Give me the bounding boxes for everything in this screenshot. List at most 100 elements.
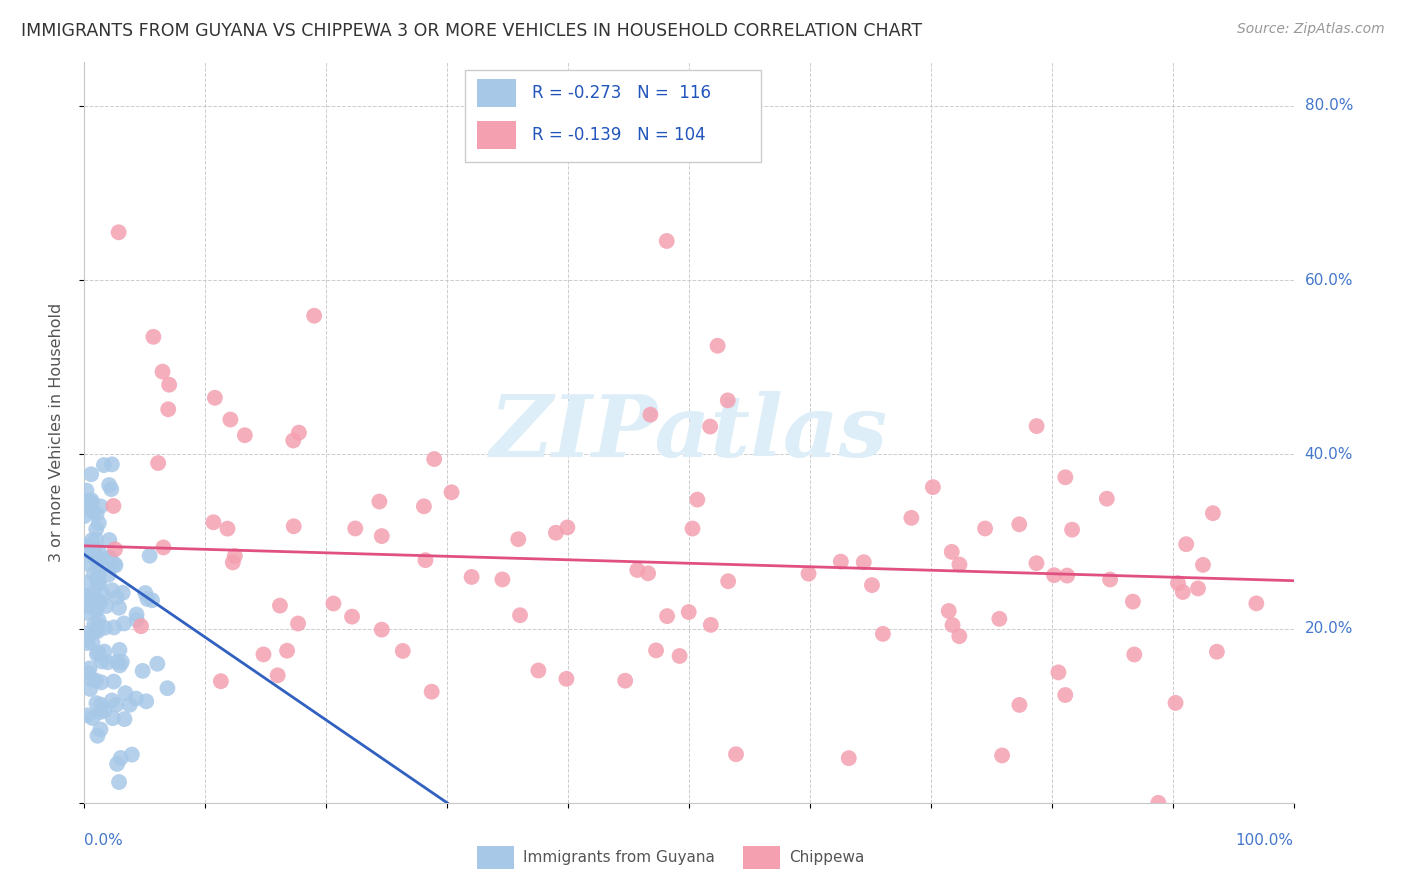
Point bbox=[101, 583, 124, 598]
Point bbox=[1025, 419, 1047, 434]
Point bbox=[1167, 576, 1189, 591]
Point bbox=[491, 573, 513, 587]
Point bbox=[219, 412, 242, 426]
Point bbox=[83, 549, 105, 564]
Point bbox=[114, 686, 136, 700]
Point bbox=[830, 555, 852, 569]
Point bbox=[89, 552, 111, 566]
Point bbox=[75, 606, 97, 620]
Point bbox=[76, 626, 98, 640]
Point bbox=[105, 756, 128, 771]
Point bbox=[509, 608, 531, 623]
Point bbox=[84, 533, 107, 547]
Text: 100.0%: 100.0% bbox=[1236, 833, 1294, 848]
Point bbox=[89, 723, 111, 737]
Point bbox=[872, 627, 894, 641]
Point bbox=[104, 542, 127, 557]
Point bbox=[440, 485, 463, 500]
Point bbox=[557, 520, 579, 534]
Point bbox=[90, 698, 112, 712]
FancyBboxPatch shape bbox=[478, 121, 516, 150]
Point bbox=[202, 516, 225, 530]
Point bbox=[84, 522, 107, 536]
Point bbox=[157, 402, 180, 417]
Point bbox=[112, 616, 135, 631]
Point bbox=[706, 339, 728, 353]
Point bbox=[686, 492, 709, 507]
Point bbox=[73, 539, 96, 553]
Point bbox=[1060, 523, 1083, 537]
Point bbox=[371, 623, 394, 637]
Point bbox=[105, 698, 128, 712]
Point bbox=[131, 664, 153, 678]
Point bbox=[544, 525, 567, 540]
Point bbox=[89, 500, 111, 514]
Point bbox=[82, 711, 104, 725]
Point bbox=[252, 648, 274, 662]
Point bbox=[118, 698, 141, 712]
Point bbox=[114, 712, 136, 726]
Point bbox=[1187, 582, 1209, 596]
Point bbox=[266, 668, 288, 682]
Point bbox=[1095, 491, 1118, 506]
FancyBboxPatch shape bbox=[478, 78, 516, 107]
Point bbox=[90, 675, 112, 690]
Point bbox=[108, 643, 131, 657]
Point bbox=[640, 408, 662, 422]
Point bbox=[224, 549, 246, 563]
Point bbox=[83, 600, 105, 615]
Point bbox=[941, 618, 963, 632]
Point bbox=[89, 595, 111, 609]
Point bbox=[860, 578, 883, 592]
Point bbox=[637, 566, 659, 581]
Point bbox=[156, 681, 179, 696]
Point bbox=[101, 693, 124, 707]
Point bbox=[87, 613, 110, 627]
Point bbox=[79, 661, 101, 675]
Point bbox=[129, 619, 152, 633]
Point bbox=[79, 681, 101, 696]
Point bbox=[97, 556, 120, 570]
Point bbox=[838, 751, 860, 765]
Point bbox=[75, 632, 97, 646]
Point bbox=[135, 694, 157, 708]
Point bbox=[103, 674, 125, 689]
Point bbox=[82, 533, 104, 548]
Point bbox=[100, 482, 122, 496]
Point bbox=[90, 655, 112, 669]
Point bbox=[96, 599, 118, 613]
Point bbox=[82, 505, 104, 519]
Point bbox=[209, 674, 232, 689]
Point bbox=[717, 574, 740, 589]
Point bbox=[98, 551, 121, 566]
Point bbox=[797, 566, 820, 581]
Text: R = -0.273   N =  116: R = -0.273 N = 116 bbox=[531, 84, 711, 102]
Point bbox=[222, 555, 245, 569]
Point bbox=[97, 655, 120, 669]
Point bbox=[97, 550, 120, 565]
Point bbox=[93, 644, 115, 658]
Point bbox=[900, 511, 922, 525]
Point bbox=[87, 646, 110, 660]
Y-axis label: 3 or more Vehicles in Household: 3 or more Vehicles in Household bbox=[49, 303, 63, 562]
Point bbox=[83, 624, 105, 639]
Point bbox=[82, 635, 104, 649]
Text: Immigrants from Guyana: Immigrants from Guyana bbox=[523, 850, 716, 865]
Point bbox=[125, 607, 148, 622]
Point bbox=[1192, 558, 1215, 572]
Point bbox=[86, 508, 108, 522]
Point bbox=[108, 775, 131, 789]
Point bbox=[73, 593, 96, 607]
Point bbox=[136, 592, 159, 607]
Point bbox=[105, 591, 128, 605]
Text: R = -0.139   N = 104: R = -0.139 N = 104 bbox=[531, 127, 706, 145]
Point bbox=[125, 613, 148, 627]
Point bbox=[75, 541, 97, 555]
Text: Source: ZipAtlas.com: Source: ZipAtlas.com bbox=[1237, 22, 1385, 37]
Point bbox=[420, 684, 443, 698]
Point bbox=[146, 657, 169, 671]
Point bbox=[77, 665, 100, 680]
Point bbox=[991, 748, 1014, 763]
Point bbox=[269, 599, 291, 613]
Point bbox=[413, 500, 436, 514]
